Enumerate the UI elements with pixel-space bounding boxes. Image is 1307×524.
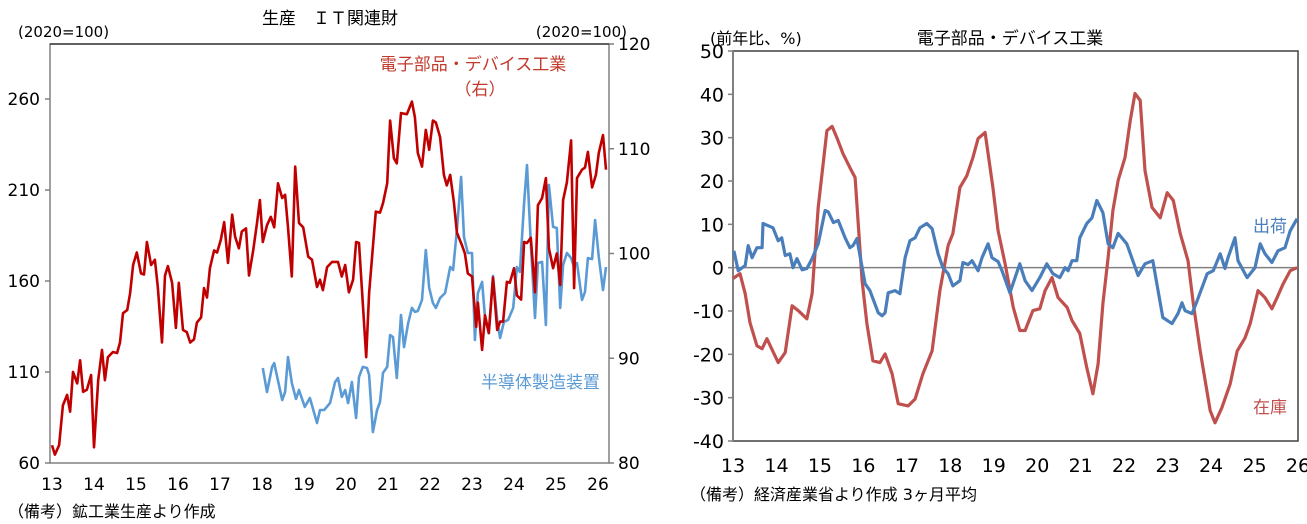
left-y-axis-unit: (2020=100) <box>18 23 109 41</box>
right-chart-x-tick-label: 17 <box>895 455 919 477</box>
left-y-tick-label: 210 <box>8 181 40 201</box>
right-chart-y-tick-label: 50 <box>700 41 724 63</box>
series-line-inventory <box>732 91 1298 425</box>
series-label-inventory: 在庫 <box>1253 398 1287 418</box>
right-chart-x-tick-label: 21 <box>1069 455 1093 477</box>
right-chart-x-tick-label: 14 <box>764 455 788 477</box>
right-chart-y-tick-label: 10 <box>700 214 724 236</box>
right-series-group <box>732 91 1299 425</box>
right-chart-x-tick-label: 22 <box>1112 455 1136 477</box>
right-chart-x-tick-label: 19 <box>982 455 1006 477</box>
right-chart-x-tick-label: 13 <box>721 455 745 477</box>
series-label-electronic-parts: 電子部品・デバイス工業 <box>380 54 567 75</box>
left-y-tick-label: 260 <box>8 90 40 110</box>
left-y-tick-label: 60 <box>18 454 40 474</box>
left-x-tick-label: 19 <box>293 475 315 495</box>
left-chart: 生産 ＩＴ関連財 (2020=100) (2020=100) 60 110 160 2… <box>8 9 651 521</box>
series-label-right-axis-note: （右） <box>455 80 506 100</box>
right-chart-x-tick-label: 20 <box>1025 455 1049 477</box>
right-chart-y-tick-label: 30 <box>700 128 724 150</box>
left-x-tick-label: 21 <box>377 475 399 495</box>
right-chart-y-tick-label: 0 <box>712 258 724 280</box>
left-x-tick-label: 14 <box>83 475 105 495</box>
right-chart-y-axis-ticks: -40 -30 -20 -10 0 10 20 30 40 50 <box>693 41 733 453</box>
right-y-tick-label: 90 <box>618 349 640 369</box>
right-y-axis-unit-label: (前年比、%) <box>710 29 802 48</box>
right-y-tick-label: 120 <box>618 35 650 55</box>
left-chart-title: 生産 ＩＴ関連財 <box>262 9 398 29</box>
right-y-tick-label: 110 <box>618 140 650 160</box>
right-y-tick-label: 80 <box>618 454 640 474</box>
right-chart-note: （備考）経済産業省より作成 3ヶ月平均 <box>690 485 977 504</box>
right-chart-y-tick-label: -10 <box>693 301 724 323</box>
left-y-axis-ticks: 60 110 160 210 260 <box>8 90 50 474</box>
series-label-semiconductor-equipment: 半導体製造装置 <box>481 373 600 393</box>
right-chart-y-tick-label: 40 <box>700 84 724 106</box>
left-y-tick-label: 110 <box>8 363 40 383</box>
right-chart-y-tick-label: 20 <box>700 171 724 193</box>
right-y-axis-ticks: 80 90 100 110 120 <box>609 35 650 474</box>
left-series-group <box>50 100 608 456</box>
left-x-tick-label: 15 <box>125 475 147 495</box>
left-x-tick-label: 26 <box>587 475 609 495</box>
right-chart-x-tick-label: 23 <box>1156 455 1180 477</box>
left-chart-note: （備考）鉱工業生産より作成 <box>8 502 216 521</box>
left-x-tick-label: 18 <box>251 475 273 495</box>
right-chart-x-tick-label: 16 <box>851 455 875 477</box>
left-x-tick-label: 20 <box>335 475 357 495</box>
right-y-tick-label: 100 <box>618 245 650 265</box>
right-chart-y-tick-label: -30 <box>693 388 724 410</box>
right-chart-y-tick-label: -40 <box>693 431 724 453</box>
left-x-tick-label: 25 <box>545 475 567 495</box>
series-line-shipments <box>732 198 1299 326</box>
right-chart-x-tick-label: 26 <box>1286 455 1307 477</box>
left-x-axis-ticks: 13 14 15 16 17 18 19 20 21 22 23 24 25 26 <box>41 475 609 495</box>
right-y-axis-unit: (2020=100) <box>536 23 627 41</box>
left-x-tick-label: 16 <box>167 475 189 495</box>
left-x-tick-label: 24 <box>503 475 525 495</box>
left-x-tick-label: 22 <box>419 475 441 495</box>
left-y-tick-label: 160 <box>8 272 40 292</box>
right-chart-x-tick-label: 15 <box>808 455 832 477</box>
right-chart-x-tick-label: 24 <box>1199 455 1223 477</box>
right-chart-y-tick-label: -20 <box>693 344 724 366</box>
right-chart-x-axis-ticks: 13 14 15 16 17 18 19 20 21 22 23 24 25 26 <box>721 455 1307 477</box>
left-x-tick-label: 13 <box>41 475 63 495</box>
right-chart: (前年比、%) 電子部品・デバイス工業 -40 -30 -20 -10 0 10 20 30 4… <box>690 28 1307 504</box>
right-chart-title: 電子部品・デバイス工業 <box>917 28 1104 49</box>
right-chart-x-tick-label: 18 <box>938 455 962 477</box>
series-line-semiconductor-equipment <box>261 163 608 434</box>
series-line-electronic-parts <box>50 100 608 456</box>
right-chart-x-tick-label: 25 <box>1242 455 1266 477</box>
left-x-tick-label: 23 <box>461 475 483 495</box>
series-label-shipments: 出荷 <box>1253 217 1287 237</box>
left-x-tick-label: 17 <box>209 475 231 495</box>
